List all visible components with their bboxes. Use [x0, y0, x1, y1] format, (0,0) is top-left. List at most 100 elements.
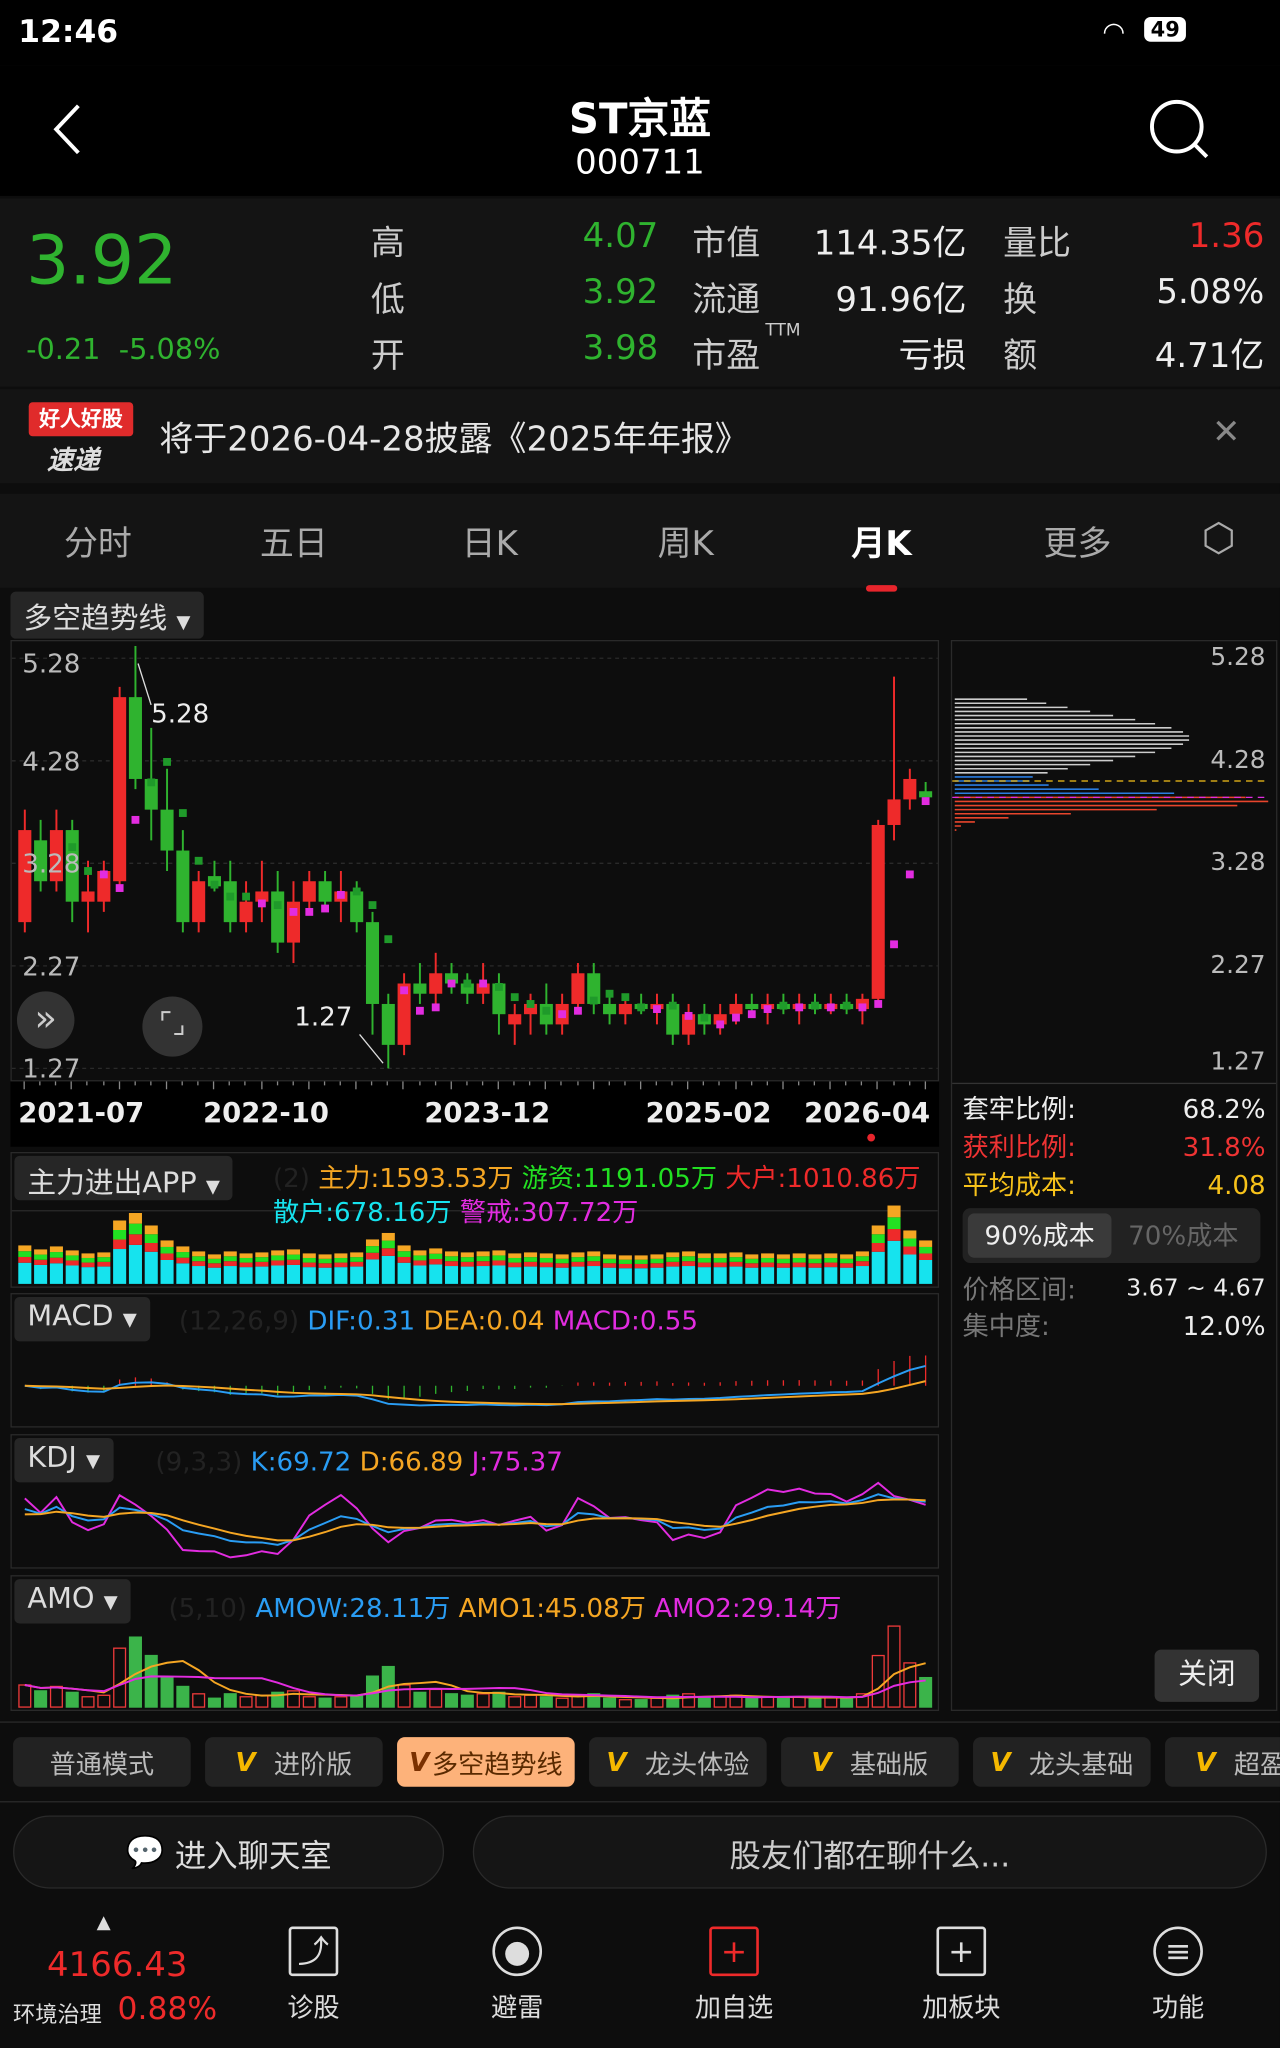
flow-bar	[745, 1254, 759, 1259]
amo-bar	[334, 1696, 348, 1708]
mode-3[interactable]: V 龙头体验	[589, 1737, 767, 1787]
flow-select[interactable]: 主力进出APP ▼	[14, 1155, 233, 1201]
search-icon[interactable]	[1147, 98, 1215, 163]
flow-bar	[745, 1258, 759, 1264]
x-tick: 2023-12	[424, 1097, 551, 1129]
flow-bar	[429, 1248, 443, 1254]
trend-marker	[826, 1003, 835, 1012]
flow-bar	[34, 1264, 48, 1284]
flow-bar	[587, 1251, 601, 1257]
amo-panel: AMO ▼ (5,10) AMOW:28.11万 AMO1:45.08万 AMO…	[10, 1575, 940, 1711]
x-tick-mark	[671, 1081, 673, 1086]
amo-bar	[34, 1690, 48, 1708]
indicator-select[interactable]: 多空趋势线 ▼	[10, 591, 204, 639]
nav-add-watchlist[interactable]: + 加自选	[656, 1926, 813, 2024]
tab-5[interactable]: 更多	[1043, 524, 1112, 564]
flow-bar	[745, 1267, 759, 1284]
flow-bar	[871, 1251, 885, 1284]
flow-bar	[855, 1251, 869, 1257]
flow-bar	[318, 1258, 332, 1264]
trend-marker	[384, 935, 393, 944]
settings-hexagon-icon[interactable]: ⬡	[1201, 515, 1236, 562]
x-tick-mark	[23, 1081, 25, 1090]
flow-bar	[350, 1257, 364, 1262]
x-tick-mark	[766, 1081, 768, 1086]
flow-panel: 主力进出APP ▼ (2) 主力:1593.53万 游资:1191.05万 大户…	[10, 1151, 940, 1288]
amo-bar	[745, 1697, 759, 1708]
news-banner[interactable]: 好人好股 速递 将于2026-04-28披露《2025年年报》 ✕	[0, 389, 1280, 484]
tab-4[interactable]: 月K	[784, 517, 980, 592]
x-tick-mark	[55, 1081, 57, 1086]
amo-bar	[271, 1691, 285, 1708]
flow-bar	[302, 1253, 316, 1258]
news-badge-sub: 速递	[47, 444, 100, 476]
mode-2[interactable]: V 多空趋势线	[397, 1737, 575, 1787]
candle-body	[524, 1003, 538, 1015]
trend-marker	[352, 887, 361, 896]
nav-add-sector[interactable]: + 加板块	[883, 1926, 1040, 2024]
mode-0[interactable]: 普通模式	[13, 1737, 191, 1787]
x-tick-mark	[655, 1081, 657, 1086]
macd-select[interactable]: MACD ▼	[14, 1296, 150, 1342]
candle-body	[255, 891, 269, 902]
chat-prompt[interactable]: 股友们都在聊什么...	[472, 1815, 1267, 1889]
nav-diagnose[interactable]: ⤴ 诊股	[235, 1926, 392, 2024]
kline-svg	[11, 646, 938, 1070]
close-icon[interactable]: ✕	[1212, 412, 1241, 452]
nav-bomb[interactable]: ● 避雷	[439, 1926, 596, 2024]
nav-menu[interactable]: ≡ 功能	[1100, 1926, 1257, 2024]
flow-bar	[492, 1265, 506, 1284]
kdj-select[interactable]: KDJ ▼	[14, 1438, 114, 1483]
low-label: 1.27	[294, 1000, 353, 1032]
kline-chart[interactable]: 5.28 4.28 3.28 2.27 1.27 5.28 1.27 » ⌜⌟	[10, 639, 940, 1084]
x-tick-mark	[434, 1081, 436, 1086]
expand-up-icon[interactable]: ▲	[96, 1912, 111, 1934]
mode-6[interactable]: V超盈资	[1165, 1737, 1280, 1787]
amo-bar	[603, 1697, 617, 1708]
flow-bar	[855, 1256, 869, 1262]
trend-marker	[289, 907, 298, 916]
add-sector-icon: +	[936, 1926, 987, 1977]
amo-bar	[508, 1696, 522, 1708]
flow-bar	[871, 1225, 885, 1235]
amo-bar	[713, 1696, 727, 1708]
mode-4[interactable]: V 基础版	[781, 1737, 959, 1787]
x-tick-mark	[39, 1081, 41, 1086]
tab-3[interactable]: 周K	[657, 524, 714, 564]
trend-marker	[811, 1001, 819, 1010]
flow-bar	[618, 1255, 632, 1260]
x-tick-mark	[70, 1081, 73, 1090]
trend-marker	[273, 901, 282, 910]
flow-bar	[855, 1261, 869, 1267]
x-tick-mark	[102, 1081, 104, 1086]
close-button[interactable]: 关闭	[1154, 1649, 1260, 1702]
amo-bar	[682, 1693, 696, 1708]
flow-bar	[239, 1262, 253, 1268]
tab-0[interactable]: 分时	[63, 524, 132, 564]
flow-bar	[697, 1262, 711, 1268]
trend-marker	[257, 899, 266, 908]
enter-chat-button[interactable]: 💬 进入聊天室	[13, 1815, 445, 1889]
index-value[interactable]: 4166.43	[47, 1946, 188, 1986]
trend-marker	[842, 1001, 851, 1010]
back-icon[interactable]	[50, 102, 87, 157]
flow-bar	[761, 1253, 775, 1258]
flow-bar	[192, 1261, 206, 1267]
fullscreen-icon[interactable]: ⌜⌟	[142, 996, 203, 1057]
chip-distribution	[952, 698, 1269, 831]
expand-icon[interactable]: »	[16, 991, 75, 1049]
seg-70[interactable]: 70%成本	[1128, 1219, 1239, 1252]
amo-select[interactable]: AMO ▼	[14, 1579, 131, 1624]
x-tick-mark	[813, 1081, 816, 1086]
mode-5[interactable]: V 龙头基础	[973, 1737, 1151, 1787]
x-tick-mark	[292, 1081, 294, 1086]
flow-bar	[207, 1254, 221, 1259]
flow-bar	[808, 1267, 822, 1284]
seg-90[interactable]: 90%成本	[967, 1213, 1112, 1258]
flow-bar	[239, 1257, 253, 1263]
chip-price-tick: 2.27	[1210, 950, 1266, 979]
flow-bar	[365, 1239, 380, 1247]
tab-2[interactable]: 日K	[461, 524, 518, 564]
tab-1[interactable]: 五日	[259, 524, 328, 564]
mode-1[interactable]: V 进阶版	[205, 1737, 383, 1787]
